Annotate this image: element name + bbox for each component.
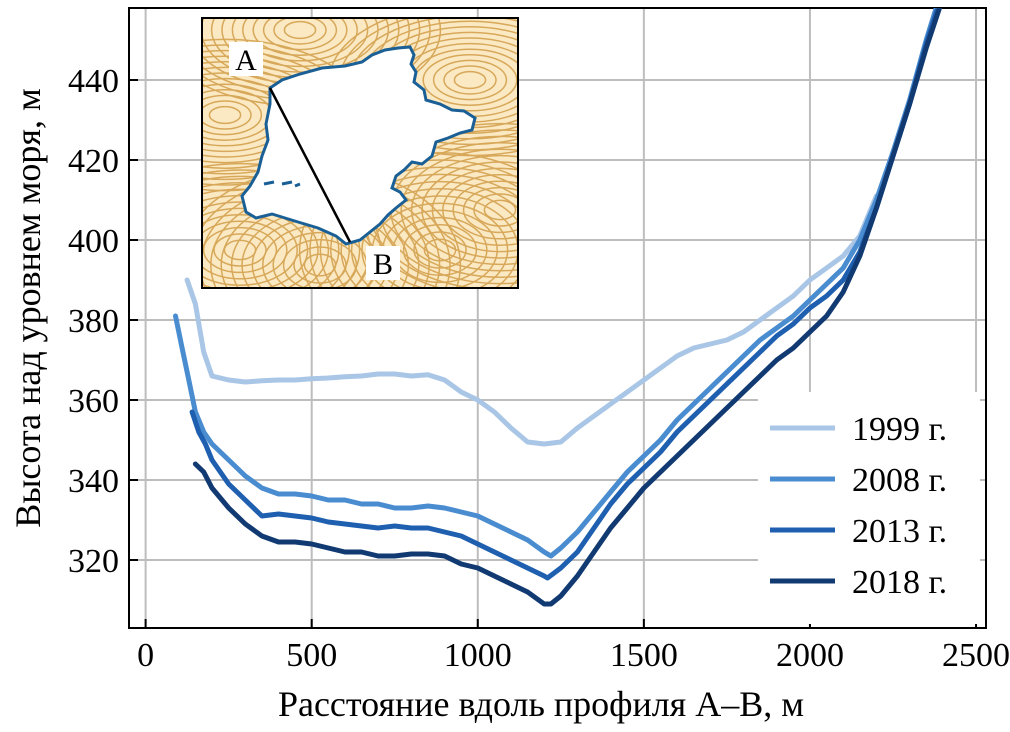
contour-line [432,59,508,101]
contour-line [242,19,358,62]
contour-line [402,224,478,276]
y-tick-label: 400 [68,223,119,260]
contour-line [221,19,379,73]
series-line-2013 [189,8,941,581]
y-tick-label: 440 [68,63,119,100]
x-tick-label: 2000 [776,637,844,674]
y-tick-label: 360 [68,383,119,420]
contour-line [453,70,487,90]
contour-line [350,188,517,287]
contour-line [422,54,517,106]
contour-line [203,201,319,287]
series-layer [173,8,942,607]
legend-label-2013: 2013 г. [852,513,947,550]
y-tick-label: 340 [68,463,119,500]
island-mark [263,180,301,188]
contour-line [282,239,358,287]
y-axis-title: Высота над уровнем моря, м [8,88,48,528]
y-tick-label: 380 [68,303,119,340]
series-line-2018 [192,8,942,607]
contour-line [203,214,298,286]
point-a-label: A [235,44,257,77]
plot-frame [128,7,987,629]
contour-line [340,180,517,287]
contour-line [443,65,497,95]
x-tick-label: 500 [286,637,337,674]
legend: 1999 г. 2008 г. 2013 г. 2018 г. [758,392,980,624]
label-a-bg [229,42,263,76]
contour-line [410,154,517,266]
contour-line [330,173,517,287]
label-b-bg [366,246,400,280]
profile-line-a-b [268,87,352,243]
legend-label-2018: 2018 г. [852,564,947,601]
contour-line [483,199,517,221]
x-tick-label: 2500 [942,637,1010,674]
contour-line [203,194,330,287]
contour-line [283,20,317,40]
contour-line [423,238,457,262]
contour-line [208,105,242,125]
contour-line [231,19,369,68]
legend-background [758,392,980,624]
contour-line [262,19,338,51]
x-tick-label: 0 [137,637,154,674]
contour-line [203,100,252,130]
legend-label-1999: 1999 г. [852,411,947,448]
legend-label-2008: 2008 г. [852,462,947,499]
contour-line [309,159,517,287]
contour-line [452,180,517,240]
inset-map: A B [201,17,519,289]
contour-line [252,19,348,56]
lake-outline [240,45,477,246]
contour-line [298,152,517,287]
tick-layer: 0 500 1000 1500 2000 2500 320 340 360 380 400 420 44… [68,63,1010,674]
series-line-1999 [184,193,879,447]
series-line-2008 [173,8,939,559]
contour-line [361,195,517,287]
contour-line [203,207,309,287]
contour-line [203,188,340,287]
y-tick-label: 320 [68,543,119,580]
contour-line [203,226,278,274]
point-b-label: B [373,248,393,281]
x-axis-title: Расстояние вдоль профиля A–B, м [278,684,804,724]
contour-line [203,220,288,280]
x-tick-label: 1000 [444,637,512,674]
contour-line [203,94,263,136]
x-tick-label: 1500 [610,637,678,674]
contour-line [273,19,327,45]
y-tick-label: 420 [68,143,119,180]
contour-line [203,175,361,287]
contour-line [413,231,467,269]
contour-line [319,166,517,287]
